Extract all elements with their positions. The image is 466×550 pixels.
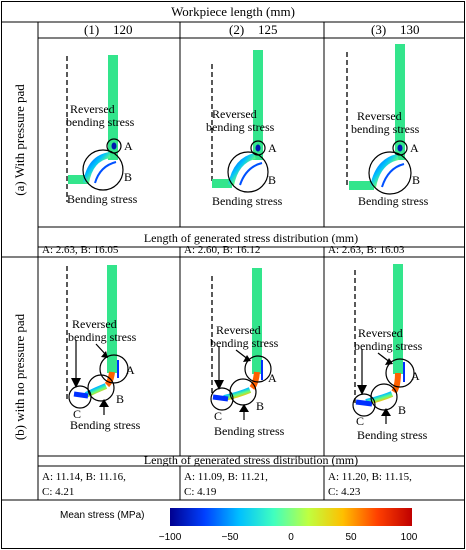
column-length: 125 [258,22,278,37]
simulation-image-b2 [210,268,272,411]
column-length: 120 [113,22,133,37]
table-title: Workpiece length (mm) [171,4,295,19]
colorbar-gradient [170,508,412,526]
column-header-2: (2) 125 [229,22,278,37]
colorbar-tick: 0 [288,532,294,543]
simulation-image-a2 [211,50,269,193]
reversed-label: bending stress [351,122,420,136]
reversed-label: bending stress [354,339,423,353]
reversed-label: Reversed [72,317,117,331]
bending-label: Bending stress [212,194,283,208]
length-header-b: Length of generated stress distribution … [144,453,358,467]
length-value-a3: A: 2.63, B: 16.03 [328,244,405,256]
annotations-a3: Reversed bending stress A B Bending stre… [351,109,429,208]
annotations-a2: Reversed bending stress A B Bending stre… [206,107,283,208]
reversed-label: Reversed [216,323,261,337]
colorbar-tick: −100 [159,532,182,543]
column-header-3: (3) 130 [371,22,420,37]
row-label-a: (a) With pressure pad [12,84,27,196]
length-value-line: C: 4.21 [42,486,74,498]
colorbar-label: Mean stress (MPa) [60,510,144,521]
point-label-c: C [356,414,364,428]
length-header-a: Length of generated stress distribution … [144,231,358,245]
length-value-a2: A: 2.60, B: 16.12 [184,244,260,256]
point-label-b: B [116,392,124,406]
point-label-a: A [268,141,277,155]
column-number: (1) [84,22,99,37]
reversed-label: Reversed [357,109,402,123]
length-value-line: A: 11.14, B: 11.16, [42,471,126,483]
annotations-a1: Reversed bending stress A B Bending stre… [66,102,138,206]
point-label-b: B [256,399,264,413]
bending-label: Bending stress [67,192,138,206]
column-length: 130 [400,22,420,37]
row-label-b: (b) with no pressure pad [12,313,27,440]
reversed-label: bending stress [66,115,135,129]
length-value-a1: A: 2.63, B: 16.05 [42,244,119,256]
point-label-c: C [73,407,81,421]
reversed-label: Reversed [358,326,403,340]
simulation-image-a1 [66,55,124,202]
colorbar-tick: −50 [222,532,239,543]
length-value-line: A: 11.20, B: 11.15, [328,471,412,483]
point-label-a: A [126,363,135,377]
colorbar-tick: 100 [401,532,418,543]
bending-label: Bending stress [357,428,428,442]
colorbar-tick: 50 [345,532,357,543]
bending-label: Bending stress [214,424,285,438]
length-value-line: A: 11.09, B: 11.21, [184,471,268,483]
point-label-b: B [124,170,132,184]
column-number: (3) [371,22,386,37]
reversed-label: Reversed [70,102,115,116]
annotations-b1: Reversed bending stress A B C Bending st… [68,317,141,432]
annotations-b2: Reversed bending stress A B C Bending st… [210,323,285,438]
length-value-line: C: 4.19 [184,486,217,498]
length-value-b3: A: 11.20, B: 11.15, C: 4.23 [328,471,412,498]
column-header-1: (1) 120 [84,22,133,37]
point-label-c: C [214,409,222,423]
simulation-image-a3 [346,44,412,195]
simulation-image-b3 [352,264,415,417]
point-label-b: B [398,403,406,417]
annotations-b3: Reversed bending stress A B C Bending st… [354,326,428,442]
reversed-label: bending stress [68,330,137,344]
length-value-line: C: 4.23 [328,486,361,498]
simulation-image-b1 [66,265,129,409]
point-label-b: B [268,173,276,187]
point-label-b: B [412,173,420,187]
reversed-label: bending stress [210,336,279,350]
bending-label: Bending stress [358,194,429,208]
point-label-a: A [124,139,133,153]
point-label-a: A [410,141,419,155]
point-label-a: A [411,369,420,383]
reversed-label: Reversed [212,107,257,121]
length-value-b1: A: 11.14, B: 11.16, C: 4.21 [42,471,126,498]
colorbar: Mean stress (MPa) −100 −50 0 50 100 [60,508,418,543]
reversed-label: bending stress [206,120,275,134]
column-number: (2) [229,22,244,37]
point-label-a: A [268,371,277,385]
length-value-b2: A: 11.09, B: 11.21, C: 4.19 [184,471,268,498]
bending-label: Bending stress [70,418,141,432]
